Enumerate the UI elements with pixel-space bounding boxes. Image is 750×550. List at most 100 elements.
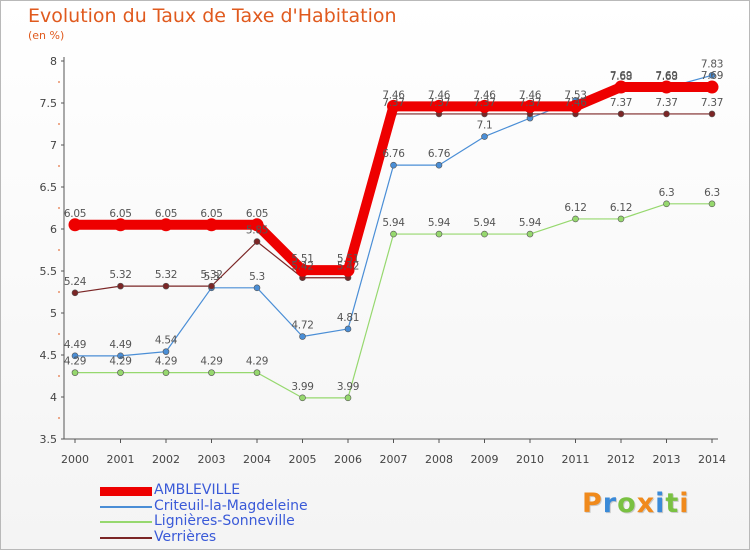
data-label: 6.05 (200, 208, 222, 220)
proxiti-logo: Proxiti (582, 488, 690, 519)
data-label: 5.3 (249, 271, 265, 283)
data-point (253, 284, 261, 292)
data-label: 7.69 (701, 70, 723, 82)
chart-subtitle: (en %) (28, 29, 65, 42)
data-label: 5.42 (291, 261, 313, 273)
data-label: 7.68 (655, 71, 677, 83)
x-tick-label: 2013 (653, 453, 681, 466)
y-tick-label: 5 (50, 307, 57, 320)
data-point (481, 133, 488, 140)
x-tick-label: 2007 (380, 453, 408, 466)
data-point (617, 110, 625, 118)
x-tick-label: 2006 (334, 453, 362, 466)
data-point (708, 200, 716, 208)
data-label: 7.37 (473, 97, 495, 109)
data-point (526, 230, 534, 238)
data-point (162, 348, 170, 355)
data-point (387, 99, 400, 113)
data-label: 7.37 (655, 97, 677, 109)
data-label: 7.1 (477, 120, 493, 132)
y-tick-label: 4.5 (40, 349, 58, 362)
data-label: 4.29 (64, 356, 86, 368)
data-point (250, 218, 264, 232)
data-label: 5.51 (291, 253, 313, 265)
legend-label: AMBLEVILLE (154, 482, 241, 498)
data-point (663, 110, 670, 118)
data-point (708, 110, 716, 118)
data-label: 5.94 (428, 217, 451, 229)
data-label: 4.72 (291, 320, 313, 332)
data-label: 5.32 (155, 269, 177, 281)
data-label: 7.37 (519, 97, 541, 109)
data-label: 7.37 (701, 97, 723, 109)
data-label: 7.37 (428, 97, 450, 109)
chart-title: Evolution du Taux de Taxe d'Habitation (28, 5, 397, 27)
data-point (344, 325, 352, 333)
data-label: 5.85 (246, 225, 268, 237)
data-label: 7.53 (564, 89, 586, 101)
data-point (299, 333, 306, 340)
data-point (117, 282, 124, 290)
legend-label: Verrières (154, 528, 217, 545)
data-point (341, 263, 355, 277)
x-tick-label: 2003 (198, 453, 226, 466)
data-point (390, 161, 397, 169)
x-tick-label: 2011 (562, 453, 590, 466)
legend-swatch (100, 536, 152, 539)
data-label: 4.29 (155, 356, 177, 368)
data-label: 6.3 (704, 187, 720, 199)
data-point (208, 369, 215, 376)
x-tick-label: 2008 (425, 453, 453, 466)
data-label: 7.83 (701, 58, 723, 70)
data-label: 5.51 (337, 253, 359, 265)
x-tick-label: 2010 (516, 453, 544, 466)
data-point (344, 394, 352, 402)
data-label: 4.81 (337, 312, 359, 324)
x-tick-label: 2000 (61, 453, 89, 466)
data-label: 4.49 (109, 339, 131, 351)
data-point (117, 352, 124, 360)
data-point (208, 282, 215, 290)
data-label: 7.68 (610, 71, 632, 83)
data-point (617, 215, 625, 223)
data-point (205, 218, 218, 232)
legend-swatch (100, 505, 152, 508)
data-label: 5.94 (473, 217, 496, 229)
data-label: 5.42 (337, 261, 359, 273)
data-label: 5.32 (109, 269, 131, 281)
data-label: 7.46 (473, 89, 496, 101)
y-tick-label: 8 (50, 55, 57, 68)
data-label: 7.37 (610, 97, 632, 109)
legend-swatch (100, 486, 152, 496)
data-label: 4.29 (109, 356, 131, 368)
data-point (253, 369, 261, 376)
data-label: 6.05 (155, 208, 177, 220)
data-label: 7.69 (610, 70, 632, 82)
x-tick-label: 2004 (243, 453, 271, 466)
x-tick-label: 2009 (471, 453, 499, 466)
data-point (569, 99, 582, 113)
data-label: 5.24 (64, 276, 87, 288)
x-tick-label: 2002 (152, 453, 180, 466)
x-tick-label: 2001 (107, 453, 135, 466)
data-point (435, 230, 443, 238)
data-label: 5.3 (204, 271, 220, 283)
data-point (296, 263, 309, 277)
data-point (253, 238, 261, 245)
data-label: 4.29 (246, 356, 268, 368)
x-tick-label: 2014 (698, 453, 726, 466)
data-point (663, 200, 670, 208)
data-point (614, 80, 628, 94)
data-point (71, 369, 79, 376)
legend-swatch (100, 521, 152, 523)
data-label: 6.12 (610, 202, 632, 214)
data-point (159, 218, 173, 232)
y-tick-label: 7 (50, 139, 57, 152)
y-tick-label: 7.5 (40, 97, 58, 110)
data-point (68, 218, 82, 232)
data-point (705, 80, 719, 94)
data-label: 6.76 (428, 148, 451, 160)
y-tick-label: 5.5 (40, 265, 58, 278)
legend-label: Criteuil-la-Magdeleine (154, 497, 308, 514)
